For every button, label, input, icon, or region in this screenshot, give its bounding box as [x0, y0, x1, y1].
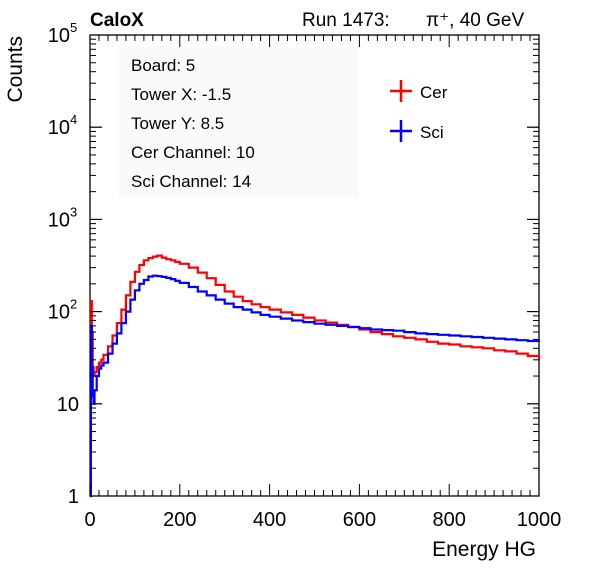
y-tick-exponent: 4: [70, 112, 77, 127]
experiment-label: CaloX: [90, 10, 144, 31]
x-tick-label: 800: [433, 509, 466, 531]
info-line: Tower Y: 8.5: [131, 114, 224, 133]
x-tick-label: 600: [343, 509, 376, 531]
y-tick-label: 10: [48, 117, 70, 139]
x-tick-label: 0: [84, 509, 95, 531]
info-line: Board: 5: [131, 56, 195, 75]
y-axis-label: Counts: [4, 36, 27, 103]
info-box: [118, 47, 358, 197]
y-tick-exponent: 3: [70, 204, 77, 219]
y-tick-label: 1: [68, 486, 79, 508]
run-label: Run 1473:: [302, 10, 390, 31]
x-axis-label: Energy HG: [432, 538, 536, 561]
series-sci-line: [89, 274, 541, 498]
x-axis: 0 200 400 600 800 1000: [84, 35, 561, 531]
legend-sci-label: Sci: [420, 123, 444, 142]
legend-cer-label: Cer: [420, 83, 448, 102]
y-tick-exponent: 5: [70, 20, 77, 35]
x-tick-label: 400: [253, 509, 286, 531]
series-layer: [89, 254, 541, 498]
x-tick-label: 200: [163, 509, 196, 531]
series-cer-line: [89, 254, 541, 498]
legend: Cer Sci: [390, 80, 448, 142]
info-line: Cer Channel: 10: [131, 143, 255, 162]
x-tick-label: 1000: [517, 509, 562, 531]
y-tick-label: 10: [48, 209, 70, 231]
info-lines: Board: 5 Tower X: -1.5 Tower Y: 8.5 Cer Cha…: [131, 56, 255, 191]
y-tick-exponent: 2: [70, 297, 77, 312]
y-tick-label: 10: [57, 394, 79, 416]
info-line: Tower X: -1.5: [131, 85, 231, 104]
y-tick-label: 10: [48, 25, 70, 47]
info-line: Sci Channel: 14: [131, 172, 251, 191]
particle-label: π⁺, 40 GeV: [426, 10, 524, 31]
y-tick-label: 10: [48, 302, 70, 324]
